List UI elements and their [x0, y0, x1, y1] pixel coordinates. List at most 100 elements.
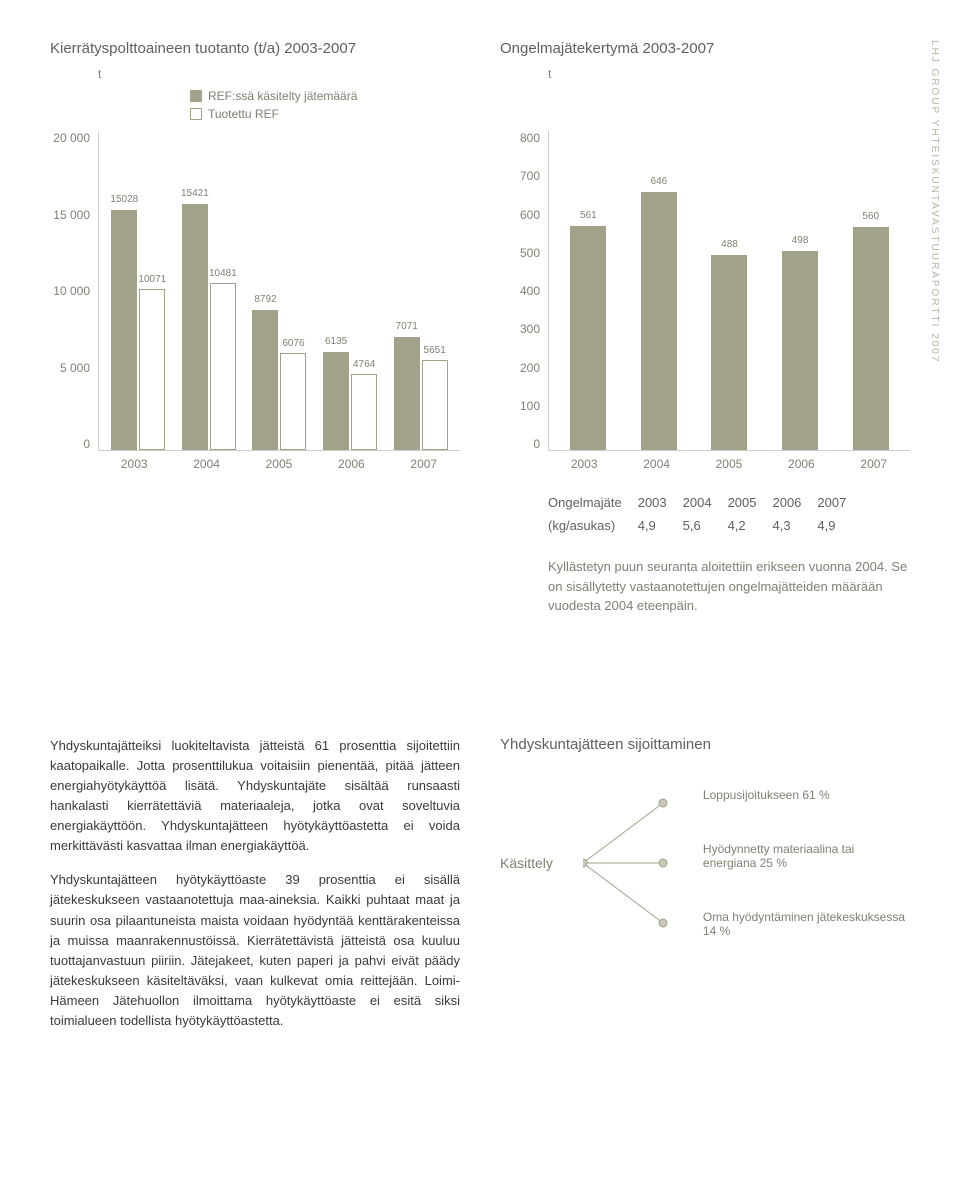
table-row-label: Ongelmajäte [548, 491, 638, 514]
x-tick: 2005 [266, 457, 293, 471]
table-cell: 4,9 [638, 514, 683, 537]
bar-value-label: 488 [721, 239, 738, 250]
chart2-plot: 561 646 488 498 560 [548, 131, 910, 451]
y-tick: 15 000 [53, 208, 90, 222]
bar-value-label: 498 [792, 235, 809, 246]
table-col-header: 2005 [728, 491, 773, 514]
legend-label-series2: Tuotettu REF [208, 107, 279, 121]
chart2-y-axis: 8007006005004003002001000 [500, 131, 548, 451]
chart1-axis-unit: t [98, 67, 460, 81]
charts-row: Kierrätyspolttoaineen tuotanto (t/a) 200… [50, 40, 910, 616]
legend-label-series1: REF:ssä käsitelty jätemäärä [208, 89, 357, 103]
bar: 7071 [394, 337, 420, 450]
bar-group: 87926076 [244, 131, 315, 450]
bar-value-label: 646 [651, 176, 668, 187]
y-tick: 700 [520, 169, 540, 183]
y-tick: 400 [520, 284, 540, 298]
diagram-targets: Loppusijoitukseen 61 % Hyödynnetty materi… [703, 788, 910, 938]
table-cell: 4,9 [817, 514, 862, 537]
diagram-source-label: Käsittely [500, 855, 553, 871]
bar-group: 561 [553, 131, 624, 450]
bar-group: 61354764 [315, 131, 386, 450]
bar-value-label: 10071 [138, 274, 166, 285]
chart1-title: Kierrätyspolttoaineen tuotanto (t/a) 200… [50, 40, 460, 57]
bottom-section: Yhdyskuntajätteiksi luokiteltavista jätt… [50, 736, 910, 1046]
bar: 6076 [280, 353, 306, 450]
bar: 4764 [351, 374, 377, 450]
bar: 560 [853, 227, 889, 450]
y-tick: 20 000 [53, 131, 90, 145]
table-col-header: 2007 [817, 491, 862, 514]
bar: 5651 [422, 360, 448, 450]
y-tick: 0 [83, 437, 90, 451]
diagram-target-label: Hyödynnetty materiaalina tai energiana 2… [703, 842, 910, 870]
table-cell: 4,2 [728, 514, 773, 537]
bar-value-label: 10481 [209, 268, 237, 279]
bar: 8792 [252, 310, 278, 450]
chart2-axis-unit: t [548, 67, 910, 81]
legend-swatch-series2 [190, 108, 202, 120]
bar: 10071 [139, 289, 165, 450]
bar-group: 646 [624, 131, 695, 450]
diagram-target-label: Oma hyödyntäminen jätekeskuksessa 14 % [703, 910, 910, 938]
y-tick: 300 [520, 322, 540, 336]
chart1-legend: REF:ssä käsitelty jätemäärä Tuotettu REF [190, 89, 460, 121]
bar-value-label: 6135 [325, 336, 347, 347]
y-tick: 10 000 [53, 284, 90, 298]
bar-group: 70715651 [385, 131, 456, 450]
table-col-header: 2004 [683, 491, 728, 514]
x-tick: 2004 [193, 457, 220, 471]
y-tick: 600 [520, 208, 540, 222]
y-tick: 0 [533, 437, 540, 451]
table-col-header: 2003 [638, 491, 683, 514]
x-tick: 2007 [860, 457, 887, 471]
x-tick: 2004 [643, 457, 670, 471]
bar-group: 1502810071 [103, 131, 174, 450]
y-tick: 200 [520, 361, 540, 375]
legend-swatch-series1 [190, 90, 202, 102]
bar-value-label: 8792 [254, 294, 276, 305]
x-tick: 2005 [716, 457, 743, 471]
x-tick: 2006 [788, 457, 815, 471]
bar-value-label: 15028 [110, 194, 138, 205]
y-tick: 800 [520, 131, 540, 145]
per-capita-table: Ongelmajäte20032004200520062007 (kg/asuk… [548, 491, 862, 537]
x-tick: 2006 [338, 457, 365, 471]
chart1-plot: 1502810071154211048187926076613547647071… [98, 131, 460, 451]
x-tick: 2003 [571, 457, 598, 471]
bar: 498 [782, 251, 818, 450]
side-report-label: LHJ GROUP YHTEISKUNTAVASTUURAPORTTI 2007 [929, 40, 940, 363]
x-tick: 2007 [410, 457, 437, 471]
bar-value-label: 560 [862, 211, 879, 222]
bar: 15028 [111, 210, 137, 450]
bar: 561 [570, 226, 606, 450]
chart-fuel-production: Kierrätyspolttoaineen tuotanto (t/a) 200… [50, 40, 460, 616]
bar-value-label: 4764 [353, 359, 375, 370]
bar: 488 [711, 255, 747, 450]
bar-value-label: 561 [580, 210, 597, 221]
x-tick: 2003 [121, 457, 148, 471]
bar-value-label: 7071 [396, 321, 418, 332]
chart2-x-labels: 2003 2004 2005 2006 2007 [548, 451, 910, 471]
bar-group: 15421 10481 [174, 131, 245, 450]
bar-group: 498 [765, 131, 836, 450]
body-paragraph: Yhdyskuntajätteen hyötykäyttöaste 39 pro… [50, 870, 460, 1031]
diagram-target-label: Loppusijoitukseen 61 % [703, 788, 910, 802]
body-text-column: Yhdyskuntajätteiksi luokiteltavista jätt… [50, 736, 460, 1046]
table-cell: 5,6 [683, 514, 728, 537]
chart-hazardous-waste: Ongelmajätekertymä 2003-2007 t 800 700 600… [500, 40, 910, 616]
bar: 6135 [323, 352, 349, 450]
chart2-note: Kyllästetyn puun seuranta aloitettiin er… [548, 557, 910, 616]
diagram-title: Yhdyskuntajätteen sijoittaminen [500, 736, 910, 753]
placement-diagram: Käsittely Loppusijoitukseen 61 % Hyödynne… [500, 783, 910, 943]
bar-group: 560 [835, 131, 906, 450]
bar-value-label: 15421 [181, 188, 209, 199]
y-tick: 100 [520, 399, 540, 413]
chart1-y-axis: 20 000 15 000 10 000 5 000 0 [50, 131, 98, 451]
table-row-sublabel: (kg/asukas) [548, 514, 638, 537]
bar: 646 [641, 192, 677, 450]
chart2-title: Ongelmajätekertymä 2003-2007 [500, 40, 910, 57]
bar-value-label: 6076 [282, 338, 304, 349]
bar: 10481 [210, 283, 236, 450]
y-tick: 5 000 [60, 361, 90, 375]
